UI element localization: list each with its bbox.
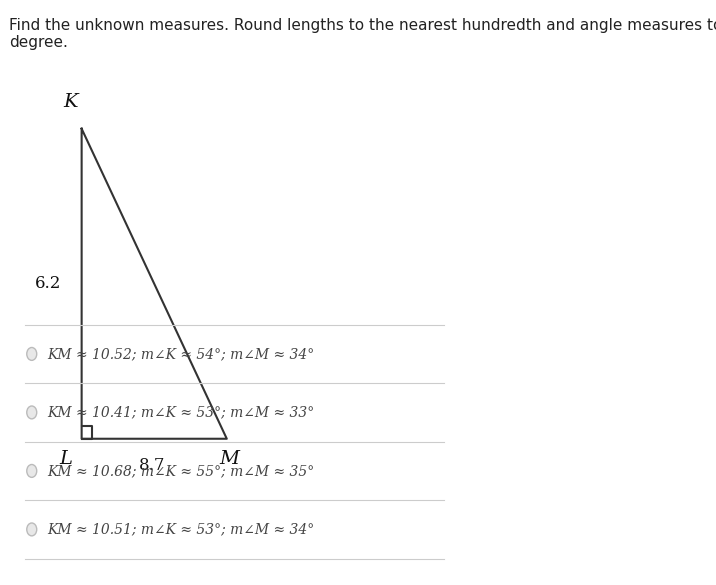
Text: KM ≈ 10.52; m∠K ≈ 54°; m∠M ≈ 34°: KM ≈ 10.52; m∠K ≈ 54°; m∠M ≈ 34° <box>48 347 315 361</box>
Text: K: K <box>63 94 77 111</box>
Circle shape <box>26 464 37 477</box>
Circle shape <box>26 406 37 419</box>
Text: 8.7: 8.7 <box>139 456 165 474</box>
Text: 6.2: 6.2 <box>34 275 61 292</box>
Text: L: L <box>59 450 72 468</box>
Circle shape <box>26 523 37 536</box>
Text: KM ≈ 10.41; m∠K ≈ 53°; m∠M ≈ 33°: KM ≈ 10.41; m∠K ≈ 53°; m∠M ≈ 33° <box>48 405 315 419</box>
Text: KM ≈ 10.68; m∠K ≈ 55°; m∠M ≈ 35°: KM ≈ 10.68; m∠K ≈ 55°; m∠M ≈ 35° <box>48 464 315 478</box>
Text: Find the unknown measures. Round lengths to the nearest hundredth and angle meas: Find the unknown measures. Round lengths… <box>9 18 716 50</box>
Text: M: M <box>219 450 239 468</box>
Text: KM ≈ 10.51; m∠K ≈ 53°; m∠M ≈ 34°: KM ≈ 10.51; m∠K ≈ 53°; m∠M ≈ 34° <box>48 522 315 536</box>
Circle shape <box>26 347 37 360</box>
